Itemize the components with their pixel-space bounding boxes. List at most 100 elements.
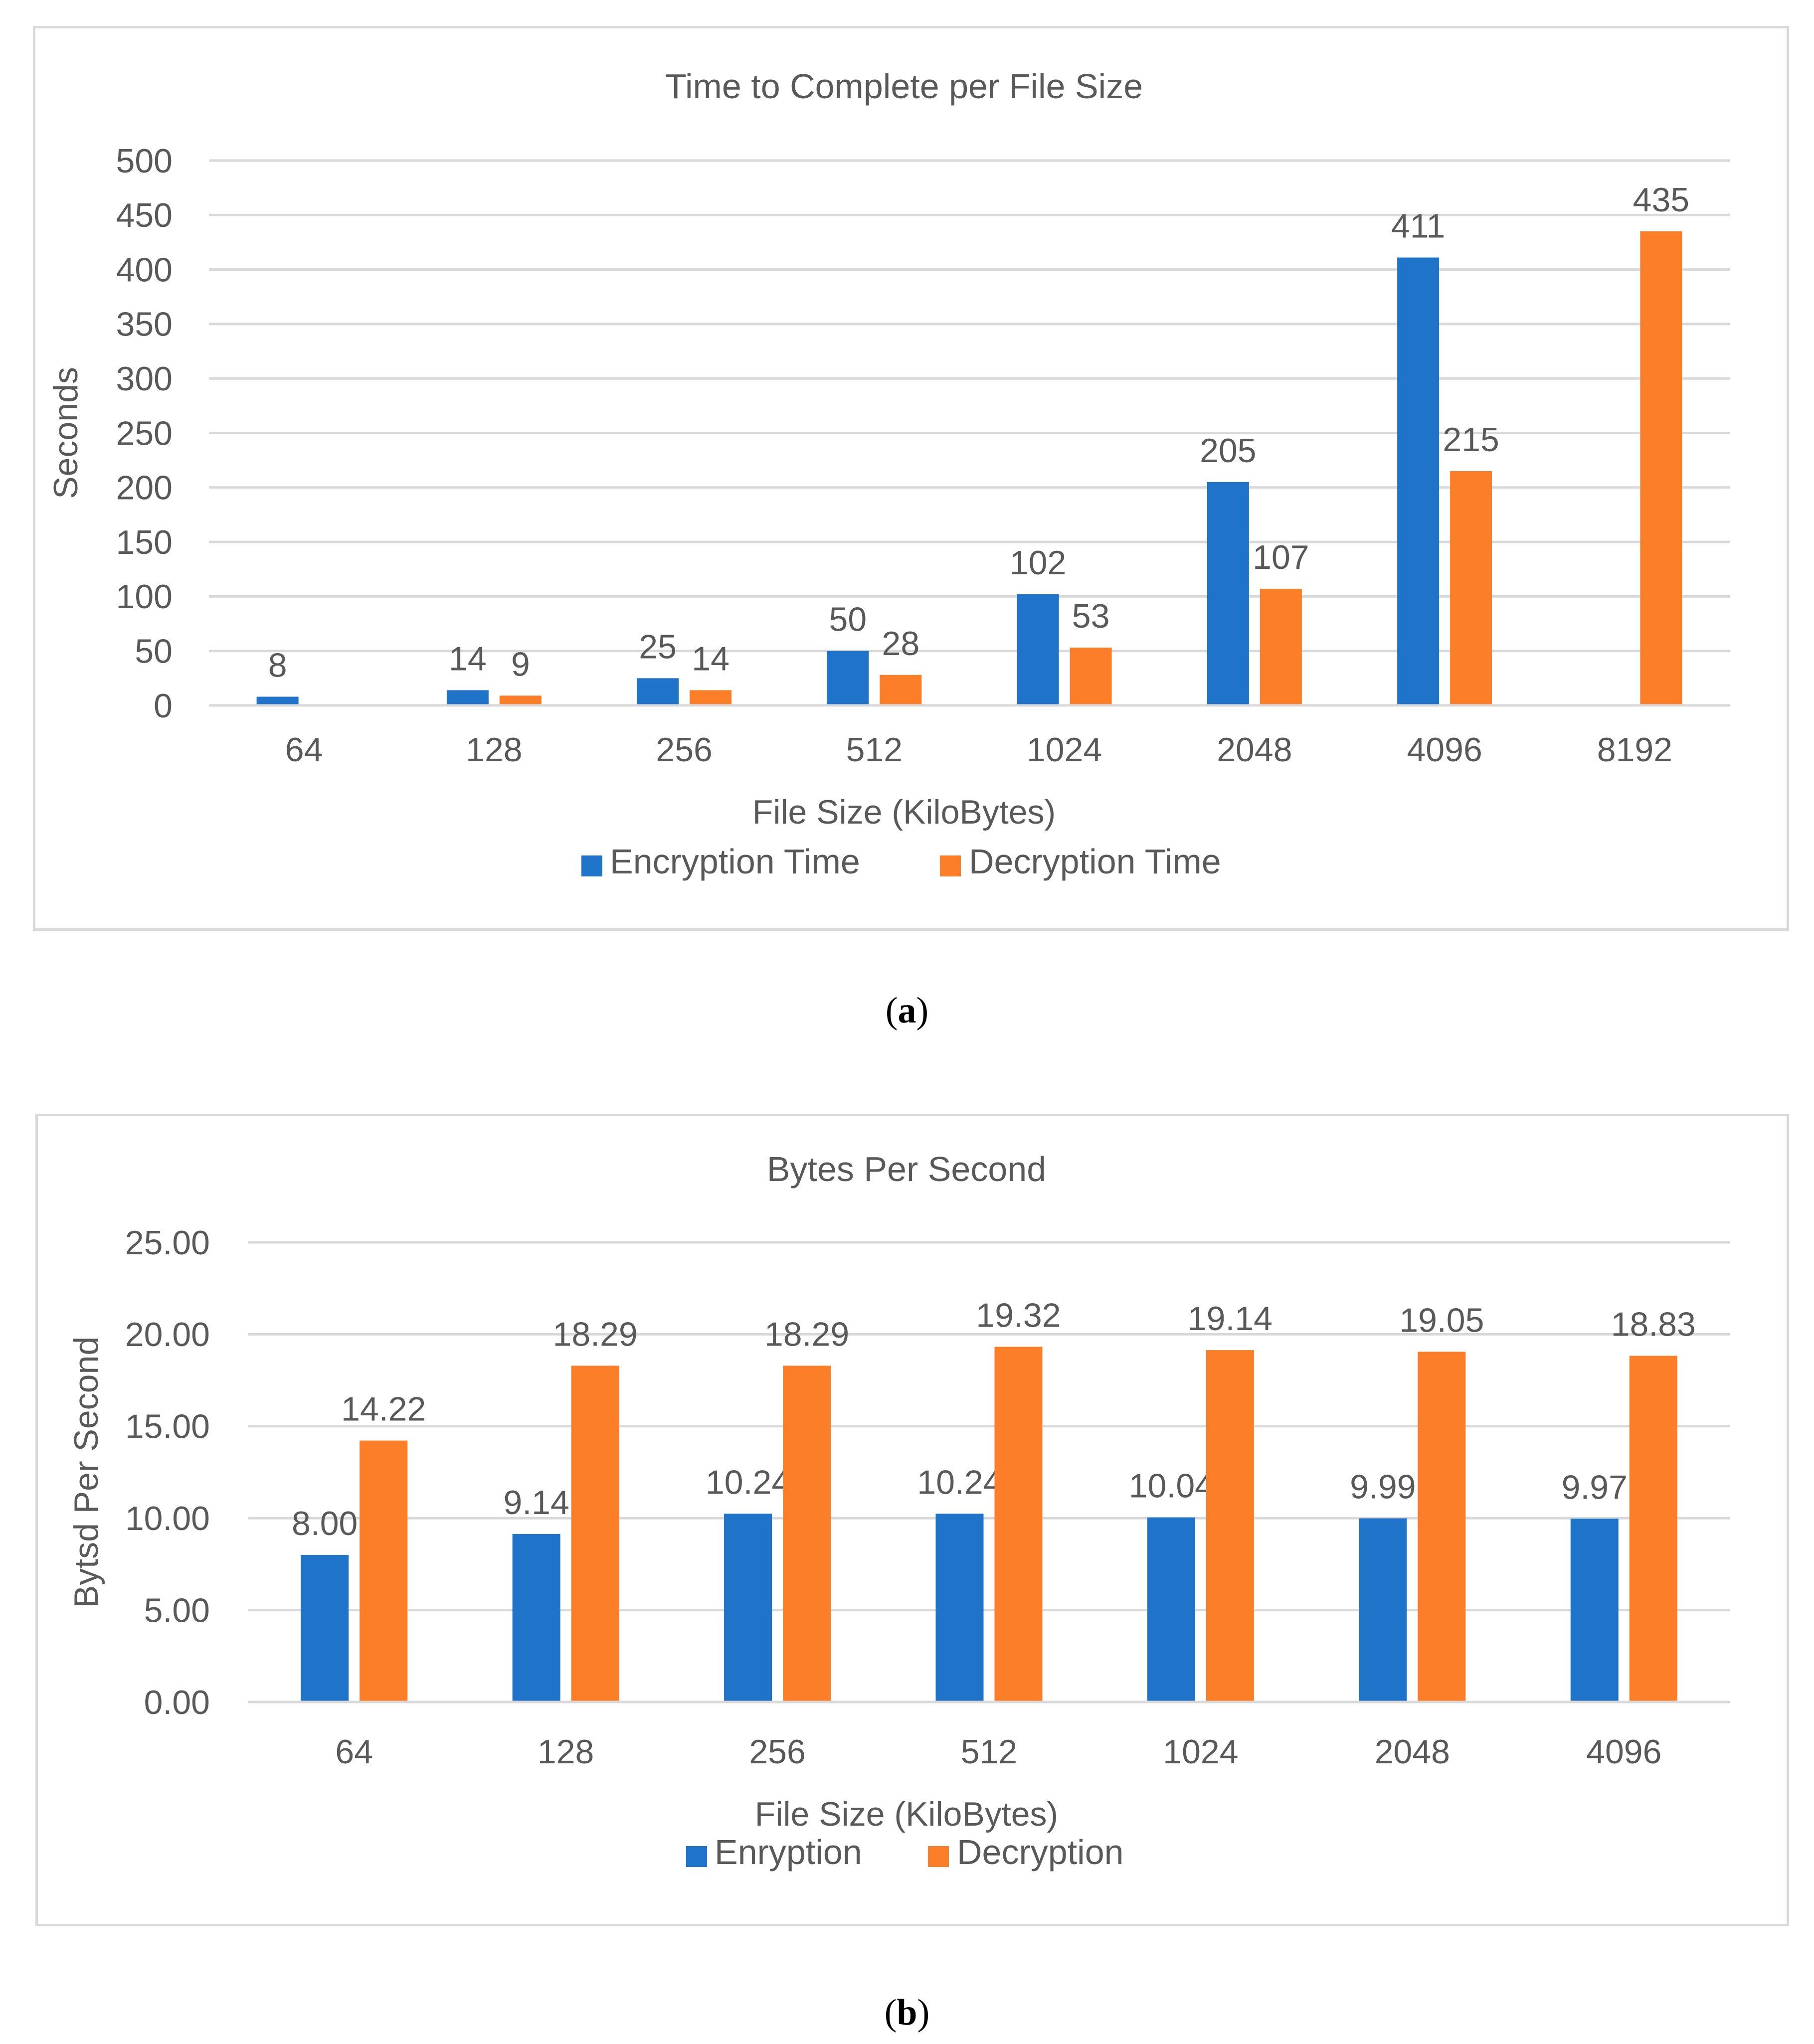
chart-a-bar-series2 xyxy=(880,675,922,705)
chart-a-data-label: 28 xyxy=(882,625,920,663)
chart-a-x-axis-label: File Size (KiloBytes) xyxy=(752,793,1056,831)
chart-a-data-label: 411 xyxy=(1391,207,1445,245)
chart-a-y-tick-label: 450 xyxy=(116,196,173,234)
chart-a-data-label: 435 xyxy=(1633,181,1689,219)
caption-b-letter: b xyxy=(897,1992,917,2033)
chart-b-legend-swatch xyxy=(928,1846,949,1867)
chart-b-bar-series2 xyxy=(1629,1356,1677,1702)
chart-a-y-axis-label: Seconds xyxy=(47,367,85,499)
chart-a-canvas: Time to Complete per File Size 0 50 100 150 2… xyxy=(47,67,1730,881)
chart-b-x-tick-label: 1024 xyxy=(1163,1733,1238,1771)
chart-b-data-label: 18.83 xyxy=(1611,1306,1696,1344)
chart-a-data-label: 102 xyxy=(1010,544,1066,582)
chart-b-bar-series2 xyxy=(1206,1350,1254,1702)
caption-b: (b) xyxy=(884,1992,930,2033)
chart-a-y-tick-label: 300 xyxy=(116,360,173,398)
chart-a-bar-series1 xyxy=(446,690,489,705)
chart-b-data-label: 10.24 xyxy=(706,1463,790,1501)
chart-b-y-tick-label: 25.00 xyxy=(125,1224,210,1262)
chart-b-x-tick-label: 256 xyxy=(749,1733,805,1771)
chart-b-y-tick-label: 20.00 xyxy=(125,1316,210,1354)
chart-a-x-tick-label: 2048 xyxy=(1217,731,1292,769)
chart-b-bar-series1 xyxy=(935,1514,984,1702)
chart-b-legend-label: Decryption xyxy=(957,1833,1124,1872)
chart-a-data-label: 215 xyxy=(1443,421,1499,459)
chart-b-title: Bytes Per Second xyxy=(767,1150,1046,1189)
chart-b-x-tick-label: 128 xyxy=(538,1733,594,1771)
chart-a-legend-swatch xyxy=(940,855,961,876)
chart-b-bar-series2 xyxy=(783,1365,831,1702)
chart-b-data-label: 10.24 xyxy=(917,1463,1002,1501)
chart-a-bar-series1 xyxy=(1397,257,1440,705)
chart-a-y-tick-label: 100 xyxy=(116,578,173,616)
chart-b-y-tick-label: 10.00 xyxy=(125,1500,210,1537)
chart-a-data-label: 25 xyxy=(639,628,677,666)
chart-b-x-axis-label: File Size (KiloBytes) xyxy=(755,1795,1058,1833)
chart-b-bar-series2 xyxy=(994,1347,1043,1702)
chart-b-bar-series1 xyxy=(1570,1519,1619,1702)
chart-b-y-tick-label: 5.00 xyxy=(144,1591,210,1629)
chart-a-x-tick-label: 256 xyxy=(656,731,712,769)
caption-a-letter: a xyxy=(898,990,916,1031)
chart-a-y-tick-label: 150 xyxy=(116,523,173,561)
chart-a-x-tick-label: 64 xyxy=(285,731,323,769)
chart-b-x-tick-label: 64 xyxy=(335,1733,373,1771)
chart-b-data-label: 9.99 xyxy=(1350,1468,1416,1506)
chart-b-x-tick-label: 4096 xyxy=(1586,1733,1661,1771)
chart-a-bar-series1 xyxy=(256,696,299,705)
chart-a-x-tick-label: 512 xyxy=(846,731,903,769)
chart-b-data-label: 19.32 xyxy=(976,1296,1061,1334)
chart-a-title: Time to Complete per File Size xyxy=(665,67,1143,106)
chart-a-bar-series2 xyxy=(1260,589,1302,705)
chart-a-legend-swatch xyxy=(581,855,602,876)
chart-a-bar-series1 xyxy=(1017,594,1059,705)
chart-b-data-label: 14.22 xyxy=(341,1390,426,1428)
chart-a-bar-series2 xyxy=(690,690,732,705)
chart-b-bar-series1 xyxy=(1147,1517,1195,1702)
chart-b-bar-series1 xyxy=(1359,1518,1407,1702)
chart-b-y-tick-label: 15.00 xyxy=(125,1408,210,1446)
chart-b-canvas: Bytes Per Second 0.00 5.00 10.00 15.00 20.00 2… xyxy=(67,1150,1730,1872)
chart-b-data-label: 9.97 xyxy=(1562,1468,1628,1506)
chart-a-bar-series2 xyxy=(1640,231,1682,706)
chart-a-data-label: 205 xyxy=(1200,432,1256,470)
chart-b-data-label: 10.04 xyxy=(1129,1467,1214,1505)
chart-a-bar-series2 xyxy=(1070,648,1112,705)
chart-b-legend-swatch xyxy=(686,1846,707,1867)
chart-a-legend-label: Encryption Time xyxy=(610,842,860,881)
chart-a-panel: Time to Complete per File Size 0 50 100 150 2… xyxy=(33,26,1789,931)
chart-b-legend-label: Enryption xyxy=(715,1833,862,1872)
chart-b-bar-series1 xyxy=(724,1514,772,1702)
chart-b-data-label: 18.29 xyxy=(553,1315,638,1353)
chart-a-y-tick-label: 0 xyxy=(154,687,173,725)
chart-b-data-label: 19.05 xyxy=(1399,1301,1484,1339)
chart-a-y-tick-label: 350 xyxy=(116,306,173,343)
chart-b-bar-series2 xyxy=(571,1365,619,1702)
chart-b-data-label: 19.14 xyxy=(1188,1300,1272,1338)
chart-a-x-tick-label: 4096 xyxy=(1407,731,1482,769)
chart-b-y-tick-label: 0.00 xyxy=(144,1684,210,1721)
chart-a-bar-series2 xyxy=(1450,471,1492,705)
caption-a: (a) xyxy=(885,990,929,1031)
chart-b-y-axis-label: Bytsd Per Second xyxy=(67,1337,105,1608)
chart-a-bar-series2 xyxy=(499,695,542,705)
chart-a-data-label: 50 xyxy=(829,601,867,639)
chart-b-data-label: 9.14 xyxy=(503,1484,569,1522)
chart-b-bar-series1 xyxy=(301,1554,349,1702)
chart-a-data-label: 107 xyxy=(1253,538,1309,576)
chart-b-bar-series1 xyxy=(512,1533,560,1702)
chart-a-data-label: 9 xyxy=(511,645,530,683)
chart-b-x-tick-label: 2048 xyxy=(1375,1733,1450,1771)
chart-a-y-tick-label: 250 xyxy=(116,414,173,452)
chart-a-y-tick-label: 50 xyxy=(135,633,173,671)
chart-a-x-tick-label: 1024 xyxy=(1027,731,1102,769)
chart-a-bar-series1 xyxy=(637,678,679,705)
chart-a-bar-series1 xyxy=(1207,482,1249,705)
chart-a-bar-series1 xyxy=(827,651,869,705)
chart-b-x-tick-label: 512 xyxy=(961,1733,1017,1771)
chart-a-data-label: 14 xyxy=(449,640,487,678)
chart-a-data-label: 8 xyxy=(268,647,287,684)
chart-b-bar-series2 xyxy=(360,1440,408,1702)
chart-a-y-tick-label: 400 xyxy=(116,251,173,289)
chart-b-bar-series2 xyxy=(1418,1352,1466,1702)
